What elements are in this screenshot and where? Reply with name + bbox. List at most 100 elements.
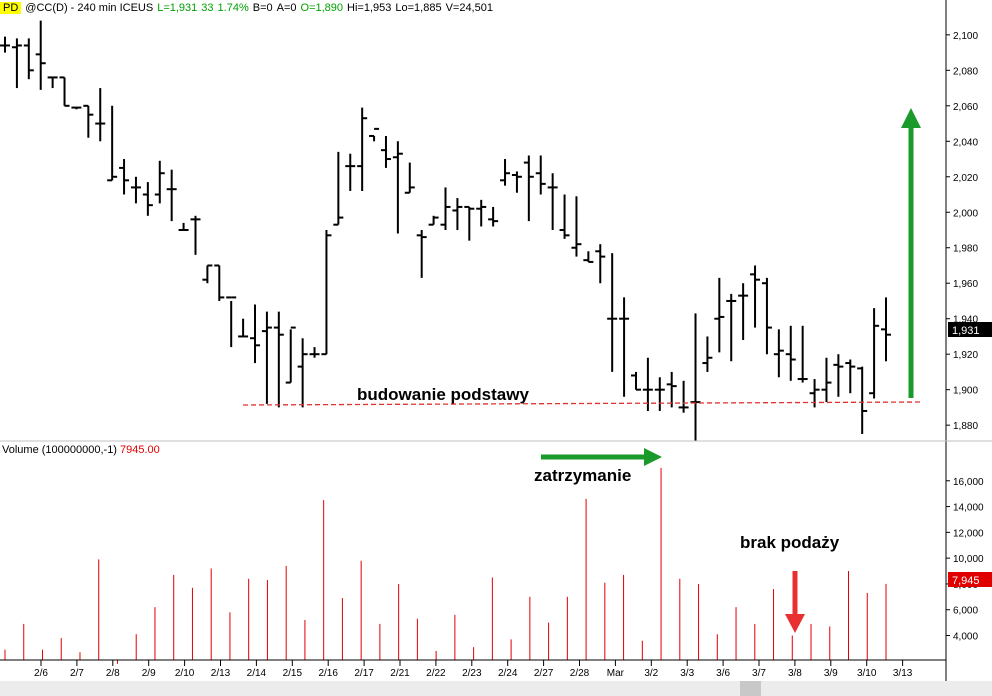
- x-tick-label: 3/7: [752, 668, 766, 679]
- ohlc-bar: [250, 304, 261, 364]
- bid-value: B=0: [252, 2, 273, 14]
- price-tick-label: 2,080: [953, 66, 978, 77]
- annotation-base-text: budowanie podstawy: [357, 385, 529, 404]
- last-price: L=1,931: [157, 2, 198, 14]
- ohlc-bar: [95, 88, 106, 142]
- ohlc-bar: [380, 135, 391, 168]
- symbol-label: @CC(D) - 240 min ICEUS: [25, 2, 154, 14]
- ohlc-bar: [797, 325, 808, 383]
- volume-header: Volume (100000000,-1) 7945.00: [2, 444, 160, 456]
- ohlc-bar: [452, 198, 463, 230]
- x-tick-label: 2/22: [426, 668, 446, 679]
- volume-tick-label: 14,000: [953, 503, 984, 514]
- ohlc-bar: [392, 141, 403, 234]
- ohlc-bar: [214, 264, 225, 301]
- volume-current: 7945.00: [120, 444, 160, 456]
- ohlc-bar: [130, 176, 141, 204]
- ohlc-bar: [642, 357, 653, 411]
- volume-tick-label: 6,000: [953, 606, 978, 617]
- ohlc-bar: [845, 359, 856, 394]
- x-tick-label: 2/28: [570, 668, 590, 679]
- ohlc-bar: [702, 336, 713, 372]
- ohlc-bar: [428, 215, 439, 226]
- x-tick-label: 2/13: [211, 668, 231, 679]
- ohlc-bar: [416, 230, 427, 278]
- ohlc-bar: [690, 313, 701, 442]
- x-tick-label: 2/6: [34, 668, 48, 679]
- pd-badge[interactable]: PD: [0, 2, 22, 14]
- ohlc-bar: [321, 230, 332, 356]
- x-tick-label: 3/8: [788, 668, 802, 679]
- x-tick-label: 3/6: [716, 668, 730, 679]
- ohlc-bar: [654, 377, 665, 411]
- support-line: [242, 401, 923, 406]
- ohlc-bar: [345, 153, 356, 191]
- ohlc-bar: [440, 187, 451, 230]
- ohlc-bar: [297, 338, 308, 408]
- x-tick-label: 2/27: [534, 668, 554, 679]
- volume-value: V=24,501: [445, 2, 493, 14]
- ohlc-bar: [809, 379, 820, 408]
- x-tick-label: 2/15: [283, 668, 303, 679]
- ohlc-bar: [785, 325, 796, 381]
- x-tick-label: 2/23: [462, 668, 482, 679]
- x-tick-label: 3/9: [824, 668, 838, 679]
- ohlc-bar: [47, 76, 58, 89]
- ohlc-bar: [285, 326, 296, 384]
- ohlc-bar: [309, 347, 320, 358]
- x-tick-label: 3/2: [644, 668, 658, 679]
- x-tick-label: 2/16: [318, 668, 338, 679]
- ohlc-bar: [511, 171, 522, 193]
- ohlc-bar: [59, 76, 70, 107]
- ohlc-bar: [750, 265, 761, 328]
- x-tick-label: 2/8: [106, 668, 120, 679]
- ohlc-bar: [726, 293, 737, 362]
- ohlc-bar: [190, 215, 201, 255]
- volume-tick-label: 4,000: [953, 632, 978, 643]
- price-tick-label: 1,880: [953, 421, 978, 432]
- ohlc-bar: [666, 371, 677, 408]
- price-tick-label: 1,980: [953, 244, 978, 255]
- ohlc-bar: [583, 251, 594, 263]
- ohlc-bar: [500, 159, 511, 186]
- ohlc-bar: [630, 371, 641, 391]
- ohlc-bar: [535, 155, 546, 195]
- volume-tick-label: 10,000: [953, 554, 984, 565]
- ohlc-bar: [821, 357, 832, 403]
- ohlc-bar: [559, 194, 570, 239]
- ohlc-bar: [142, 182, 153, 216]
- ohlc-bar: [202, 264, 213, 284]
- green-up-arrow: [901, 108, 921, 398]
- ohlc-bar: [369, 127, 380, 142]
- ohlc-bar: [464, 205, 475, 241]
- price-tick-label: 1,920: [953, 350, 978, 361]
- scrollbar-thumb[interactable]: [740, 681, 761, 696]
- ohlc-bar: [333, 151, 344, 226]
- ohlc-bar: [761, 277, 772, 355]
- ohlc-bar: [261, 311, 272, 404]
- volume-tag: [948, 572, 992, 587]
- volume-tick-label: 12,000: [953, 528, 984, 539]
- ohlc-bar: [71, 106, 82, 110]
- ohlc-bar: [881, 297, 891, 362]
- price-tick-label: 1,900: [953, 386, 978, 397]
- ohlc-bar: [0, 36, 10, 53]
- volume-label: Volume (100000000,-1): [2, 444, 117, 456]
- x-tick-label: 3/3: [680, 668, 694, 679]
- ohlc-bar: [35, 20, 46, 90]
- ohlc-bar: [678, 380, 689, 413]
- price-tick-label: 2,000: [953, 208, 978, 219]
- ohlc-bar: [547, 173, 558, 230]
- ohlc-bar: [11, 38, 22, 89]
- ohlc-bar: [166, 169, 177, 222]
- x-tick-label: 2/14: [247, 668, 267, 679]
- ohlc-bar: [571, 196, 582, 257]
- ohlc-bar: [619, 297, 630, 397]
- chart-header: PD @CC(D) - 240 min ICEUS L=1,931 33 1.74% B=…: [0, 2, 497, 16]
- red-down-arrow: [785, 571, 805, 633]
- x-tick-label: Mar: [607, 668, 625, 679]
- x-tick-label: 2/7: [70, 668, 84, 679]
- x-tick-label: 2/9: [142, 668, 156, 679]
- price-change: 33: [201, 2, 214, 14]
- low-value: Lo=1,885: [395, 2, 442, 14]
